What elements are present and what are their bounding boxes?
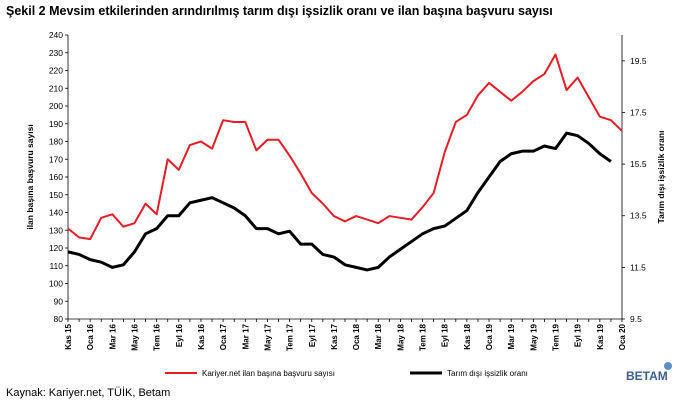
x-tick-label: Oca 20: [618, 323, 627, 350]
y-tick-label: 120: [49, 243, 63, 253]
y-tick-label: 230: [49, 48, 63, 58]
y-tick-label: 210: [49, 83, 63, 93]
x-tick-label: Oca 18: [352, 323, 361, 350]
x-tick-label: May 17: [263, 323, 272, 350]
x-tick-label: May 19: [529, 323, 538, 350]
x-tick-label: Mar 16: [108, 323, 117, 349]
y-tick-label: 160: [49, 172, 63, 182]
series-line: [67, 131, 612, 272]
y-tick-label: 170: [49, 154, 63, 164]
x-tick-label: Eyl 19: [574, 323, 583, 347]
y-tick-label: 220: [49, 66, 63, 76]
y-tick-label: 180: [49, 137, 63, 147]
y2-tick-label: 15.5: [630, 159, 647, 169]
x-tick-label: Tem 17: [286, 323, 295, 351]
x-tick-label: Kas 17: [330, 323, 339, 349]
y2-tick-label: 19.5: [630, 56, 647, 66]
y2-tick-label: 11.5: [630, 262, 646, 272]
y-tick-label: 140: [49, 208, 63, 218]
x-tick-label: May 18: [396, 323, 405, 350]
logo: BETAM: [626, 362, 672, 383]
series-line: [67, 53, 623, 241]
y-tick-label: 130: [49, 225, 63, 235]
y-tick-label: 200: [49, 101, 63, 111]
x-tick-label: Mar 19: [507, 323, 516, 349]
x-tick-label: Oca 19: [485, 323, 494, 350]
y-tick-label: 240: [49, 30, 63, 40]
x-tick-label: Mar 17: [241, 323, 250, 349]
y-tick-label: 100: [49, 279, 63, 289]
y2-tick-label: 9.5: [630, 314, 642, 324]
x-tick-label: Kas 15: [64, 323, 73, 349]
x-tick-label: Tem 16: [153, 323, 162, 351]
y-axis-label: ilan başına başvuru sayısı: [25, 124, 35, 229]
y2-axis-label: Tarım dışı işsizlik oranı: [656, 131, 666, 224]
chart-title: Şekil 2 Mevsim etkilerinden arındırılmış…: [6, 4, 553, 18]
x-tick-label: May 16: [130, 323, 139, 350]
x-tick-label: Mar 18: [374, 323, 383, 349]
y-tick-label: 80: [54, 314, 64, 324]
legend-label: Kariyer.net ilan başına başvuru sayısı: [202, 369, 335, 378]
y2-tick-label: 13.5: [630, 211, 647, 221]
legend-label: Tarım dışı işsizlik oranı: [447, 369, 528, 378]
x-tick-label: Oca 16: [86, 323, 95, 350]
x-tick-label: Eyl 17: [308, 323, 317, 347]
x-tick-label: Kas 16: [197, 323, 206, 349]
logo-text: BETAM: [626, 369, 668, 383]
source: Kaynak: Kariyer.net, TÜİK, Betam: [6, 386, 170, 399]
y2-tick-label: 17.5: [630, 107, 647, 117]
y-tick-label: 150: [49, 190, 63, 200]
x-tick-label: Eyl 18: [441, 323, 450, 347]
x-tick-label: Kas 18: [463, 323, 472, 349]
y-tick-label: 190: [49, 119, 63, 129]
logo-dot: [664, 362, 672, 370]
x-tick-label: Eyl 16: [175, 323, 184, 347]
x-tick-label: Oca 17: [219, 323, 228, 350]
x-tick-label: Tem 19: [552, 323, 561, 351]
x-tick-label: Kas 19: [596, 323, 605, 349]
y-tick-label: 90: [54, 296, 64, 306]
x-tick-label: Tem 18: [419, 323, 428, 351]
y-tick-label: 110: [49, 261, 63, 271]
